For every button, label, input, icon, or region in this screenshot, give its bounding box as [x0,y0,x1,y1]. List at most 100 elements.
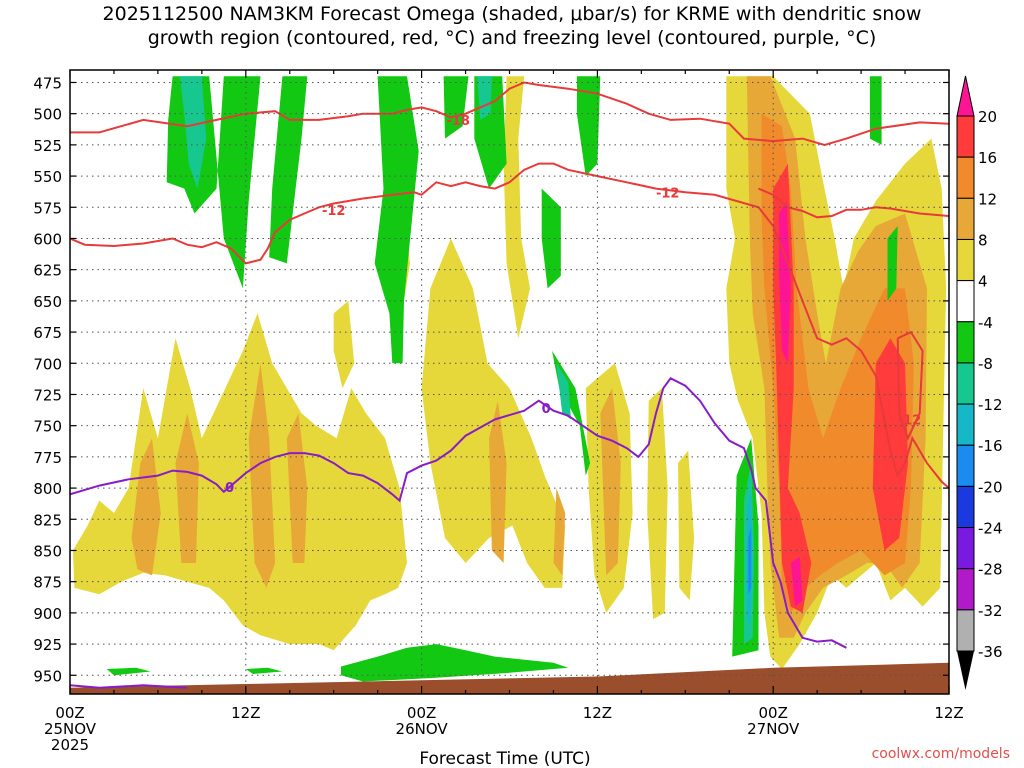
chart-title-line-1: 2025112500 NAM3KM Forecast Omega (shaded… [102,3,922,25]
y-tick-label-700: 700 [33,355,62,373]
colorbar: 20 16 12 8 4 -4 -8 -12 -16 -20 -24 -28 -32 -36 [956,75,1003,690]
dgz-contour-label-3: -12 [898,413,922,428]
y-tick-label-500: 500 [33,106,62,124]
x-tick-label-48-1: 27NOV [747,720,800,738]
colorbar-swatch-8 [956,403,975,446]
colorbar-label-7: -12 [978,396,1003,414]
omega-negative-region-19 [748,525,752,595]
omega-negative-region-0 [166,76,261,289]
x-tick-label-0-1: 25NOV [44,720,97,738]
colorbar-label-11: -28 [978,561,1003,579]
omega-negative-region-16 [556,363,571,420]
colorbar-label-4: 4 [978,273,988,291]
y-tick-label-800: 800 [33,480,62,498]
colorbar-swatch-bottom [957,651,974,690]
freezing-contour-line-0 [70,377,847,649]
omega-negative-region-3 [443,76,469,139]
colorbar-label-8: -16 [978,437,1003,455]
x-tick-label-12-0: 12Z [231,704,260,722]
omega-negative-region-2 [374,76,419,364]
y-tick-label-725: 725 [33,386,62,404]
x-tick-label-36-0: 12Z [583,704,612,722]
credit-link[interactable]: coolwx.com/models [872,746,1010,762]
omega-positive-region-7 [678,450,695,601]
x-tick-label-0-0: 00Z [55,704,84,722]
colorbar-label-12: -32 [978,602,1003,620]
plot-frame [69,69,950,695]
colorbar-swatch-9 [956,444,975,487]
omega-negative-region-11 [341,644,569,682]
colorbar-label-2: 12 [978,190,997,208]
omega-positive-region-9 [131,438,161,576]
chart-title-line-2: growth region (contoured, red, °C) and f… [147,27,877,49]
y-tick-label-925: 925 [33,636,62,654]
colorbar-swatch-bottom-box [956,609,975,652]
y-tick-label-875: 875 [33,574,62,592]
freezing-contour-line-1 [70,684,188,689]
freezing-contour-label-1: 0 [542,402,551,417]
colorbar-swatch-5 [956,280,975,323]
omega-negative-region-9 [887,226,898,301]
grid-lines [69,70,950,694]
colorbar-label-9: -20 [978,478,1003,496]
y-tick-label-675: 675 [33,324,62,342]
omega-negative-region-6 [576,76,601,177]
omega-negative-region-15 [477,76,492,120]
y-tick-label-950: 950 [33,667,62,685]
y-tick-label-750: 750 [33,418,62,436]
terrain-surface [70,662,949,694]
omega-negative-region-1 [269,76,308,264]
colorbar-swatch-1 [956,115,975,158]
colorbar-label-1: 16 [978,149,997,167]
colorbar-swatch-4 [956,238,975,282]
y-tick-label-825: 825 [33,511,62,529]
omega-negative-region-12 [106,667,151,676]
colorbar-swatch-11 [956,527,975,570]
dgz-contour-line-3 [896,330,924,441]
omega-positive-region-10 [175,413,199,563]
x-tick-label-48-0: 00Z [759,704,788,722]
y-tick-label-625: 625 [33,262,62,280]
colorbar-label-10: -24 [978,520,1003,538]
y-tick-label-775: 775 [33,449,62,467]
omega-positive-region-1 [333,300,355,389]
colorbar-swatch-12 [956,568,975,611]
dgz-contour-line-2 [758,187,949,219]
omega-negative-region-8 [869,76,882,145]
y-tick-label-475: 475 [33,74,62,92]
x-tick-label-24-1: 26NOV [396,720,449,738]
omega-negative-region-13 [245,667,283,674]
colorbar-swatch-top [956,75,975,117]
colorbar-swatch-7 [956,362,975,405]
y-tick-label-575: 575 [33,199,62,217]
y-tick-label-650: 650 [33,293,62,311]
x-tick-label-60-0: 12Z [934,704,963,722]
colorbar-swatch-6 [956,321,975,364]
dgz-contour-line-0 [70,81,949,146]
omega-positive-region-11 [248,363,276,588]
omega-positive-region-6 [647,388,668,620]
y-tick-label-600: 600 [33,230,62,248]
y-tick-label-850: 850 [33,542,62,560]
colorbar-label-6: -8 [978,355,993,373]
colorbar-swatch-10 [956,485,975,529]
omega-positive-region-15 [600,388,621,576]
omega-positive-region-3 [421,238,566,588]
colorbar-swatch-2 [956,156,975,199]
colorbar-label-3: 8 [978,231,988,249]
x-axis-title: Forecast Time (UTC) [419,749,590,768]
omega-positive-region-12 [286,413,308,563]
x-tick-label-24-0: 00Z [407,704,436,722]
colorbar-label-5: -4 [978,314,993,332]
dgz-contour-label-2: -12 [322,204,346,219]
omega-negative-region-14 [179,76,207,189]
omega-negative-region-5 [541,188,561,289]
omega-positive-region-0 [72,313,408,651]
omega-positive-region-14 [553,488,566,576]
omega-positive-region-20 [779,201,791,364]
colorbar-label-13: -36 [978,643,1003,661]
y-axis-tick-labels: 475 500 525 550 575 600 625 650 675 700 725 750 775 8… [33,74,62,685]
